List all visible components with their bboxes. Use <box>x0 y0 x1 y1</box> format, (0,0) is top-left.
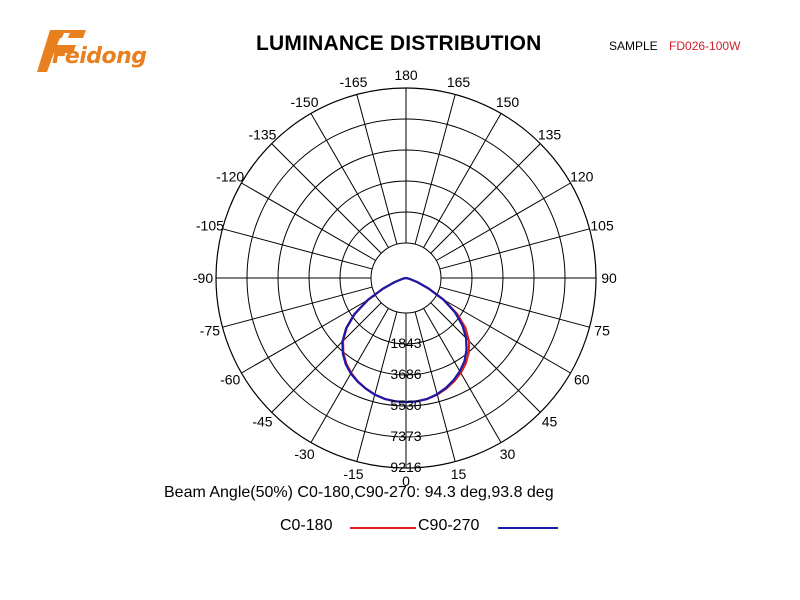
angle-label: 45 <box>542 414 558 430</box>
polar-spoke <box>241 182 376 261</box>
angle-label: -45 <box>252 414 272 430</box>
angle-label: 60 <box>574 372 590 388</box>
legend-line-c0-180 <box>350 527 416 529</box>
legend-label-c0-180: C0-180 <box>280 517 333 534</box>
angle-label: 0 <box>402 473 410 489</box>
angle-label: 180 <box>394 67 418 83</box>
polar-spoke <box>439 228 590 270</box>
legend: C0-180 C90-270 <box>280 517 580 537</box>
radial-tick-label: 1843 <box>390 335 421 351</box>
angle-label: 105 <box>590 217 614 233</box>
polar-spoke <box>439 286 590 328</box>
radial-tick-label: 9216 <box>390 459 421 475</box>
polar-spoke <box>436 295 571 374</box>
feidong-logo <box>37 30 86 72</box>
polar-spoke <box>271 143 382 254</box>
polar-spoke <box>310 113 389 248</box>
angle-label: 120 <box>570 169 594 185</box>
angle-label: -75 <box>200 323 220 339</box>
polar-spoke <box>356 311 398 462</box>
polar-spoke <box>310 308 389 443</box>
legend-label-c90-270: C90-270 <box>418 517 480 534</box>
sample-info: SAMPLE FD026-100W <box>609 39 740 53</box>
angle-label: -90 <box>193 270 213 286</box>
angle-label: -30 <box>294 446 314 462</box>
polar-spoke <box>414 94 456 245</box>
angle-label: 135 <box>538 126 562 142</box>
legend-line-c90-270 <box>498 527 558 529</box>
angle-label: -150 <box>290 94 318 110</box>
polar-spoke <box>430 143 541 254</box>
angle-label: -60 <box>220 372 240 388</box>
angle-label: 150 <box>496 94 520 110</box>
polar-spoke <box>222 286 373 328</box>
polar-spoke <box>423 308 502 443</box>
series-curve-c90-270 <box>341 276 468 404</box>
angle-label: -120 <box>216 169 244 185</box>
sample-value: FD026-100W <box>669 39 741 53</box>
polar-spoke <box>241 295 376 374</box>
radial-tick-label: 7373 <box>390 428 421 444</box>
angle-label: 75 <box>594 323 610 339</box>
angle-label: 90 <box>601 270 617 286</box>
angle-label: 15 <box>451 466 467 482</box>
angle-label: 165 <box>447 74 471 90</box>
angle-label: -105 <box>196 217 224 233</box>
polar-spoke <box>430 302 541 413</box>
beam-angle-text: Beam Angle(50%) C0-180,C90-270: 94.3 deg… <box>164 484 554 501</box>
polar-spoke <box>222 228 373 270</box>
radial-tick-label: 3686 <box>390 366 421 382</box>
polar-spoke <box>423 113 502 248</box>
angle-label: -15 <box>343 466 363 482</box>
angle-label: -165 <box>339 74 367 90</box>
page-title: LUMINANCE DISTRIBUTION <box>256 32 542 55</box>
brand-text: Feidong <box>52 44 147 69</box>
angle-label: -135 <box>248 126 276 142</box>
angle-label: 30 <box>500 446 516 462</box>
sample-label: SAMPLE <box>609 39 658 53</box>
polar-spoke <box>356 94 398 245</box>
polar-spoke <box>414 311 456 462</box>
radial-tick-label: 5530 <box>390 397 421 413</box>
polar-spoke <box>271 302 382 413</box>
polar-spoke <box>436 182 571 261</box>
